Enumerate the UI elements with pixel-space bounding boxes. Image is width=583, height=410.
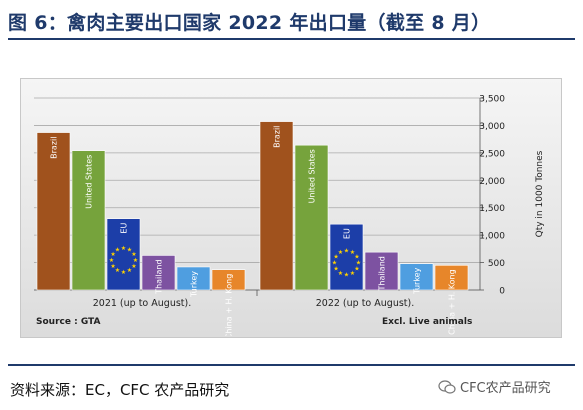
y-tick-label: 3,000 [479, 122, 505, 132]
bar-chart: 0 500 1,000 1,500 2,000 2,500 3,000 3,500 Qty in… [34, 95, 545, 336]
y-tick-label: 1,000 [479, 232, 505, 242]
bar-label: Brazil [50, 137, 59, 159]
eu-star: ★ [356, 260, 361, 267]
eu-star: ★ [344, 248, 349, 255]
bar-label: Thailand [155, 259, 164, 294]
bar [364, 251, 399, 291]
eu-star: ★ [133, 257, 138, 264]
bar [176, 266, 211, 291]
eu-star: ★ [115, 267, 120, 274]
bar [294, 144, 329, 291]
bar-label: United States [85, 155, 94, 209]
eu-star: ★ [350, 249, 355, 256]
eu-star: ★ [354, 254, 359, 261]
chart-excl-note: Excl. Live animals [382, 317, 472, 327]
y-tick-label: 1,500 [479, 204, 505, 214]
y-tick-label: 3,500 [479, 95, 505, 105]
watermark-text: CFC农产品研究 [460, 381, 551, 396]
eu-star: ★ [350, 270, 355, 277]
wechat-watermark: CFC农产品研究 [438, 377, 551, 396]
bar-label: EU [343, 228, 352, 239]
y-tick-label: 500 [488, 259, 505, 269]
bar [329, 223, 364, 291]
bar-label: China + H. Kong [225, 274, 234, 336]
bar-label: Turkey [413, 267, 422, 294]
eu-star: ★ [333, 266, 338, 273]
x-group-label: 2021 (up to August). [93, 298, 192, 309]
eu-star: ★ [338, 249, 343, 256]
eu-star: ★ [131, 263, 136, 270]
footer-divider [8, 364, 575, 366]
bar-label: Turkey [190, 271, 199, 298]
eu-star: ★ [344, 272, 349, 279]
bar [71, 150, 106, 291]
eu-star: ★ [127, 267, 132, 274]
eu-star: ★ [109, 257, 114, 264]
bar-label: China + H. Kong [448, 269, 457, 335]
eu-star: ★ [333, 254, 338, 261]
eu-star: ★ [115, 246, 120, 253]
bar-label: Thailand [378, 256, 387, 291]
bar [399, 263, 434, 291]
y-tick-label: 2,500 [479, 149, 505, 159]
eu-star: ★ [338, 270, 343, 277]
title-divider [8, 38, 575, 40]
chart-title: 图 6：禽肉主要出口国家 2022 年出口量（截至 8 月） [8, 12, 491, 34]
bar [36, 132, 71, 291]
y-tick-label: 2,000 [479, 177, 505, 187]
x-group-label: 2022 (up to August). [316, 298, 415, 309]
eu-star: ★ [131, 251, 136, 258]
bar [259, 121, 294, 291]
eu-star: ★ [110, 251, 115, 258]
bar [211, 269, 246, 291]
eu-star: ★ [332, 260, 337, 267]
source-note: 资料来源：EC，CFC 农产品研究 [10, 381, 230, 399]
eu-star: ★ [127, 246, 132, 253]
wechat-icon [438, 379, 456, 394]
chart-source-note: Source : GTA [36, 317, 100, 327]
bar-label: EU [120, 223, 129, 234]
bar-label: Brazil [273, 126, 282, 148]
bar-label: United States [308, 149, 317, 203]
eu-star: ★ [354, 266, 359, 273]
bar [141, 255, 176, 291]
eu-star: ★ [121, 245, 126, 252]
y-tick-label: 0 [499, 287, 505, 297]
bar [434, 265, 469, 291]
bar [106, 218, 141, 291]
eu-star: ★ [110, 263, 115, 270]
eu-star: ★ [121, 269, 126, 276]
y-axis-label: Qty in 1000 Tonnes [535, 150, 545, 237]
